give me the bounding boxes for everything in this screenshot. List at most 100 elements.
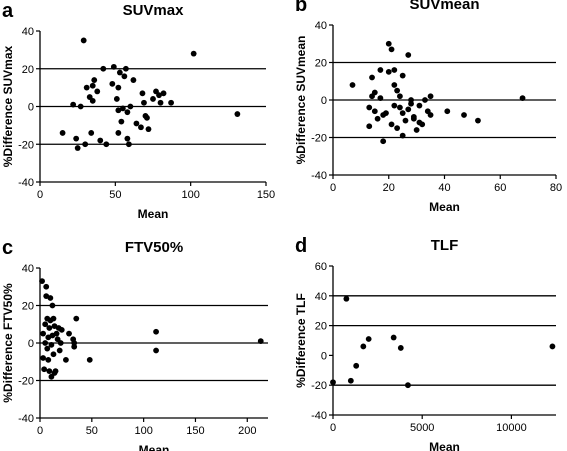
data-point: [66, 330, 72, 337]
data-point: [48, 341, 55, 348]
data-point: [385, 40, 392, 47]
data-point: [97, 137, 104, 144]
y-tick-label: -40: [18, 413, 34, 425]
data-point: [444, 108, 451, 115]
data-point: [133, 120, 140, 127]
data-point: [83, 84, 90, 91]
data-point: [77, 103, 84, 110]
data-point: [475, 117, 481, 124]
data-point: [399, 72, 406, 79]
data-point: [343, 295, 350, 302]
x-tick-label: 60: [494, 182, 506, 194]
data-point: [40, 330, 47, 337]
data-point: [115, 84, 122, 91]
data-point: [405, 106, 412, 113]
data-point: [157, 99, 164, 106]
data-point: [153, 347, 159, 354]
data-point: [461, 112, 467, 118]
data-point: [109, 80, 116, 87]
data-point: [388, 46, 395, 53]
data-point: [89, 97, 96, 104]
panel-letter: c: [2, 237, 13, 259]
data-point: [42, 321, 49, 328]
x-tick-label: 100: [134, 425, 152, 437]
data-point: [416, 102, 423, 109]
panel-title: TLF: [431, 237, 459, 254]
panel-title: FTV50%: [125, 239, 183, 256]
data-point: [88, 130, 95, 136]
data-point: [44, 345, 51, 352]
y-tick-label: -20: [311, 133, 327, 145]
y-axis-label: %Difference SUVmax: [1, 45, 15, 167]
y-tick-label: 40: [315, 20, 327, 32]
data-point: [86, 356, 93, 363]
x-tick-label: 150: [186, 425, 204, 437]
x-tick-label: 5000: [410, 422, 434, 434]
data-point: [139, 90, 146, 97]
data-point: [399, 110, 406, 117]
data-point: [71, 343, 78, 350]
data-point: [383, 110, 389, 117]
data-point: [385, 68, 392, 75]
x-axis-label: Mean: [138, 207, 169, 221]
data-point: [410, 115, 417, 122]
data-point: [91, 77, 98, 83]
data-point: [160, 90, 167, 97]
data-point: [121, 73, 128, 80]
y-tick-label: 20: [22, 301, 34, 313]
panel-title: SUVmax: [123, 2, 185, 19]
data-point: [80, 37, 87, 44]
y-tick-label: 20: [315, 58, 327, 70]
data-point: [53, 330, 60, 337]
data-point: [330, 379, 336, 386]
data-point: [46, 368, 53, 375]
panel-b: b SUVmean -40 -20 0 20 40 0 20 40 60 80 Mean %Differe…: [294, 0, 562, 214]
data-point: [419, 121, 426, 128]
data-point: [119, 105, 126, 112]
y-tick-label: 20: [22, 64, 34, 76]
data-point: [127, 103, 134, 110]
panel-a: a SUVmax -40 -20 0 20 40 0 50 100 150 Mean %Differen…: [1, 0, 275, 221]
y-tick-label: 0: [28, 102, 34, 114]
data-point: [45, 356, 52, 363]
y-tick-label: 40: [315, 291, 327, 303]
x-tick-label: 100: [181, 189, 199, 201]
data-point: [82, 141, 89, 148]
data-point: [366, 123, 373, 130]
data-point: [39, 278, 45, 285]
data-point: [399, 132, 406, 139]
y-axis-label: %Difference FTV50%: [1, 283, 15, 403]
y-tick-label: 0: [321, 95, 327, 107]
x-tick-label: 0: [37, 189, 43, 201]
data-point: [374, 115, 381, 122]
data-point: [89, 82, 96, 89]
panel-title: SUVmean: [409, 0, 479, 13]
data-point: [366, 104, 373, 111]
data-point: [168, 99, 174, 106]
data-point: [380, 138, 387, 145]
data-point: [397, 93, 403, 100]
data-point: [124, 109, 131, 116]
panel-d: d TLF -40 -20 0 20 40 60 0 5000 10000 Mean %Differen…: [294, 235, 556, 451]
data-point: [138, 124, 144, 131]
data-point: [427, 93, 434, 100]
data-point: [125, 141, 132, 148]
y-tick-label: -20: [18, 139, 34, 151]
data-point: [141, 99, 147, 106]
x-tick-label: 40: [438, 182, 450, 194]
y-tick-label: 40: [22, 263, 34, 275]
data-point: [405, 52, 412, 58]
x-tick-label: 0: [330, 182, 336, 194]
data-point: [50, 315, 57, 322]
data-point: [349, 82, 356, 88]
data-point: [405, 382, 411, 389]
data-point: [74, 145, 81, 151]
x-tick-label: 10000: [496, 422, 527, 434]
data-point: [153, 328, 159, 335]
data-point: [413, 127, 420, 133]
panel-letter: b: [295, 0, 307, 16]
data-point: [144, 114, 150, 121]
data-point: [234, 111, 241, 117]
data-point: [57, 340, 64, 346]
data-point: [130, 77, 137, 83]
